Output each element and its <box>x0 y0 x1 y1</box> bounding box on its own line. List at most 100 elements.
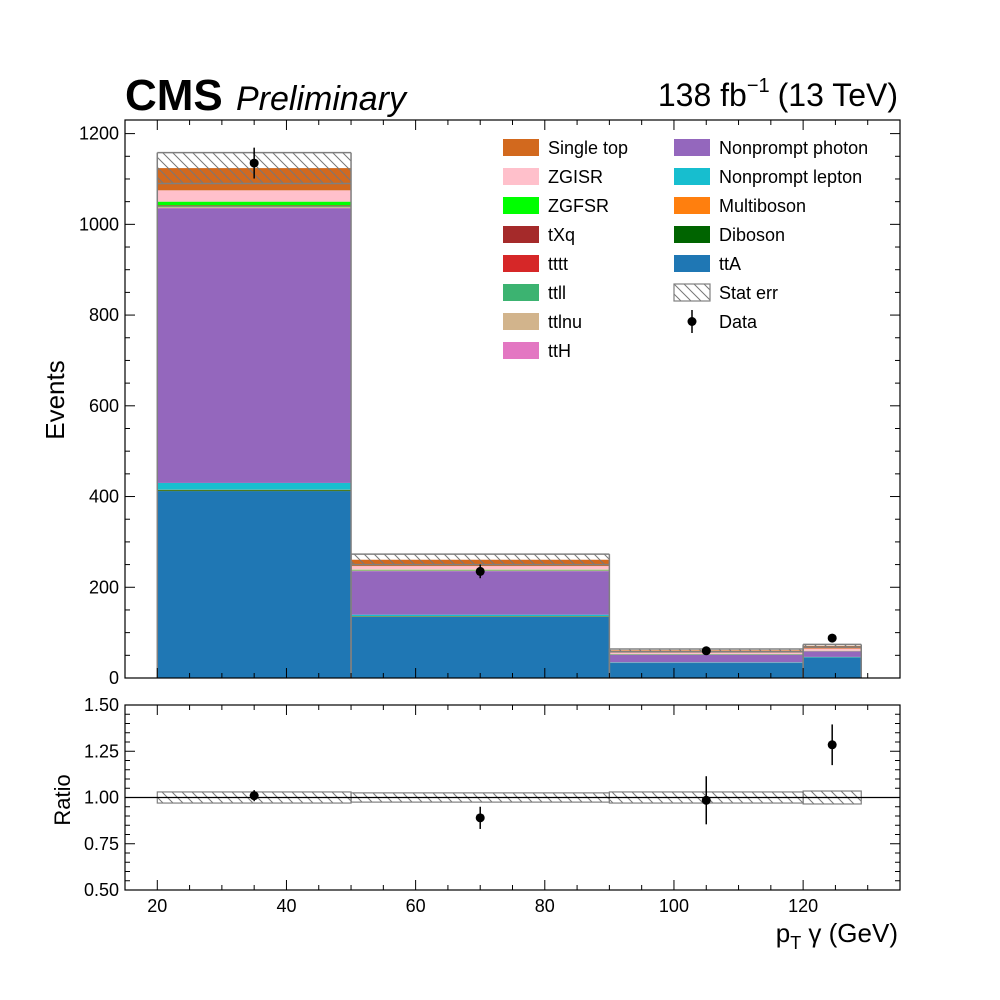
ratio-ytick-label-1-00: 1.00 <box>84 788 119 808</box>
legend-label-data: Data <box>719 312 758 332</box>
main-ytick-label-1200: 1200 <box>79 124 119 144</box>
legend-item-nonprompt-photon: Nonprompt photon <box>674 138 868 158</box>
legend-label-ttlnu: ttlnu <box>548 312 582 332</box>
bar-zgisr-bin-4 <box>803 648 862 651</box>
legend-swatch-single-top <box>503 139 539 156</box>
legend-item-stat-err: Stat err <box>673 283 778 303</box>
legend-item-tth: ttH <box>503 341 571 361</box>
lumi-exponent: −1 <box>747 75 770 97</box>
xtick-label-20: 20 <box>147 896 167 916</box>
bar-tta-bin-2 <box>351 616 610 678</box>
x-tick-labels: 20 40 60 80 100 120 <box>147 896 818 916</box>
legend: Single top ZGISR ZGFSR tXq tttt ttll ttlnu ttH N… <box>503 138 868 361</box>
legend-label-stat-err: Stat err <box>719 283 778 303</box>
legend-swatch-multiboson <box>674 197 710 214</box>
legend-item-single-top: Single top <box>503 138 628 158</box>
legend-item-zgfsr: ZGFSR <box>503 196 609 216</box>
data-point-1 <box>249 158 259 168</box>
legend-label-tta: ttA <box>719 254 741 274</box>
xtick-label-40: 40 <box>276 896 296 916</box>
main-ytick-label-400: 400 <box>89 487 119 507</box>
legend-label-single-top: Single top <box>548 138 628 158</box>
legend-swatch-stat-err <box>673 283 711 302</box>
ratio-ytick-label-1-25: 1.25 <box>84 741 119 761</box>
legend-item-ttlnu: ttlnu <box>503 312 582 332</box>
legend-label-txq: tXq <box>548 225 575 245</box>
ratio-ticks <box>125 704 900 891</box>
bar-nonprompt-photon-bin-2 <box>351 571 610 615</box>
legend-label-nonprompt-lepton: Nonprompt lepton <box>719 167 862 187</box>
ratio-point-1 <box>249 791 259 801</box>
legend-item-data: Data <box>687 310 758 333</box>
legend-swatch-ttll <box>503 284 539 301</box>
legend-swatch-zgfsr <box>503 197 539 214</box>
main-ytick-label-1000: 1000 <box>79 214 119 234</box>
legend-swatch-nonprompt-photon <box>674 139 710 156</box>
ratio-ytick-label-1-50: 1.50 <box>84 695 119 715</box>
legend-label-zgisr: ZGISR <box>548 167 603 187</box>
ratio-ytick-label-0-50: 0.50 <box>84 880 119 900</box>
legend-swatch-zgisr <box>503 168 539 185</box>
legend-label-nonprompt-photon: Nonprompt photon <box>719 138 868 158</box>
ratio-point-3 <box>701 795 711 805</box>
legend-item-multiboson: Multiboson <box>674 196 806 216</box>
data-point-4 <box>827 633 837 643</box>
stat-err-band-bin-2 <box>351 554 610 565</box>
legend-swatch-tttt <box>503 255 539 272</box>
main-ticks <box>125 120 900 679</box>
x-axis-title-sub: T <box>790 933 801 953</box>
ratio-point-4 <box>827 740 837 750</box>
data-point-3 <box>701 646 711 656</box>
legend-item-txq: tXq <box>503 225 575 245</box>
legend-label-diboson: Diboson <box>719 225 785 245</box>
x-axis-title-rest: γ (GeV) <box>801 918 898 948</box>
xtick-label-100: 100 <box>659 896 689 916</box>
bar-tta-bin-4 <box>803 657 862 678</box>
main-ytick-label-600: 600 <box>89 396 119 416</box>
stat-err-band-bin-4 <box>803 644 862 648</box>
ratio-ytick-label-0-75: 0.75 <box>84 834 119 854</box>
xtick-label-80: 80 <box>535 896 555 916</box>
data-points <box>249 147 837 656</box>
bar-txq-bin-1 <box>157 205 352 206</box>
bar-nonprompt-photon-bin-3 <box>609 654 804 663</box>
main-ytick-label-800: 800 <box>89 305 119 325</box>
ratio-y-tick-labels: 0.50 0.75 1.00 1.25 1.50 <box>84 695 119 900</box>
main-y-tick-labels: 0 200 400 600 800 1000 1200 <box>79 124 119 688</box>
legend-swatch-txq <box>503 226 539 243</box>
bar-tta-bin-3 <box>609 663 804 678</box>
legend-item-nonprompt-lepton: Nonprompt lepton <box>674 167 862 187</box>
legend-item-zgisr: ZGISR <box>503 167 603 187</box>
bar-nonprompt-lepton-bin-1 <box>157 482 352 490</box>
bar-diboson-bin-1 <box>157 490 352 492</box>
experiment-label: CMS <box>125 71 223 120</box>
legend-item-tta: ttA <box>674 254 741 274</box>
main-panel: 0 200 400 600 800 1000 1200 Events Single top Z… <box>40 119 901 688</box>
bar-nonprompt-lepton-bin-2 <box>351 614 610 617</box>
bar-ttll-bin-1 <box>157 206 352 208</box>
xtick-label-60: 60 <box>406 896 426 916</box>
legend-marker-data <box>687 317 697 326</box>
main-ytick-label-0: 0 <box>109 668 119 688</box>
ratio-point-2 <box>475 813 485 823</box>
legend-item-ttll: ttll <box>503 283 566 303</box>
bar-tta-bin-1 <box>157 491 352 678</box>
ratio-axis-title: Ratio <box>50 774 75 825</box>
legend-label-tth: ttH <box>548 341 571 361</box>
legend-swatch-ttlnu <box>503 313 539 330</box>
data-point-2 <box>475 566 485 576</box>
legend-label-multiboson: Multiboson <box>719 196 806 216</box>
luminosity-label: 138 fb−1 (13 TeV) <box>658 75 898 113</box>
lumi-energy: (13 TeV) <box>778 77 898 113</box>
bar-zgfsr-bin-1 <box>157 201 352 206</box>
ratio-points <box>249 724 837 829</box>
legend-label-zgfsr: ZGFSR <box>548 196 609 216</box>
legend-swatch-diboson <box>674 226 710 243</box>
bar-ttlnu-bin-1 <box>157 207 352 209</box>
main-ytick-label-200: 200 <box>89 577 119 597</box>
legend-swatch-tth <box>503 342 539 359</box>
legend-item-diboson: Diboson <box>674 225 785 245</box>
legend-swatch-tta <box>674 255 710 272</box>
stacked-histogram <box>157 168 862 678</box>
x-axis-title-main: p <box>776 918 790 948</box>
